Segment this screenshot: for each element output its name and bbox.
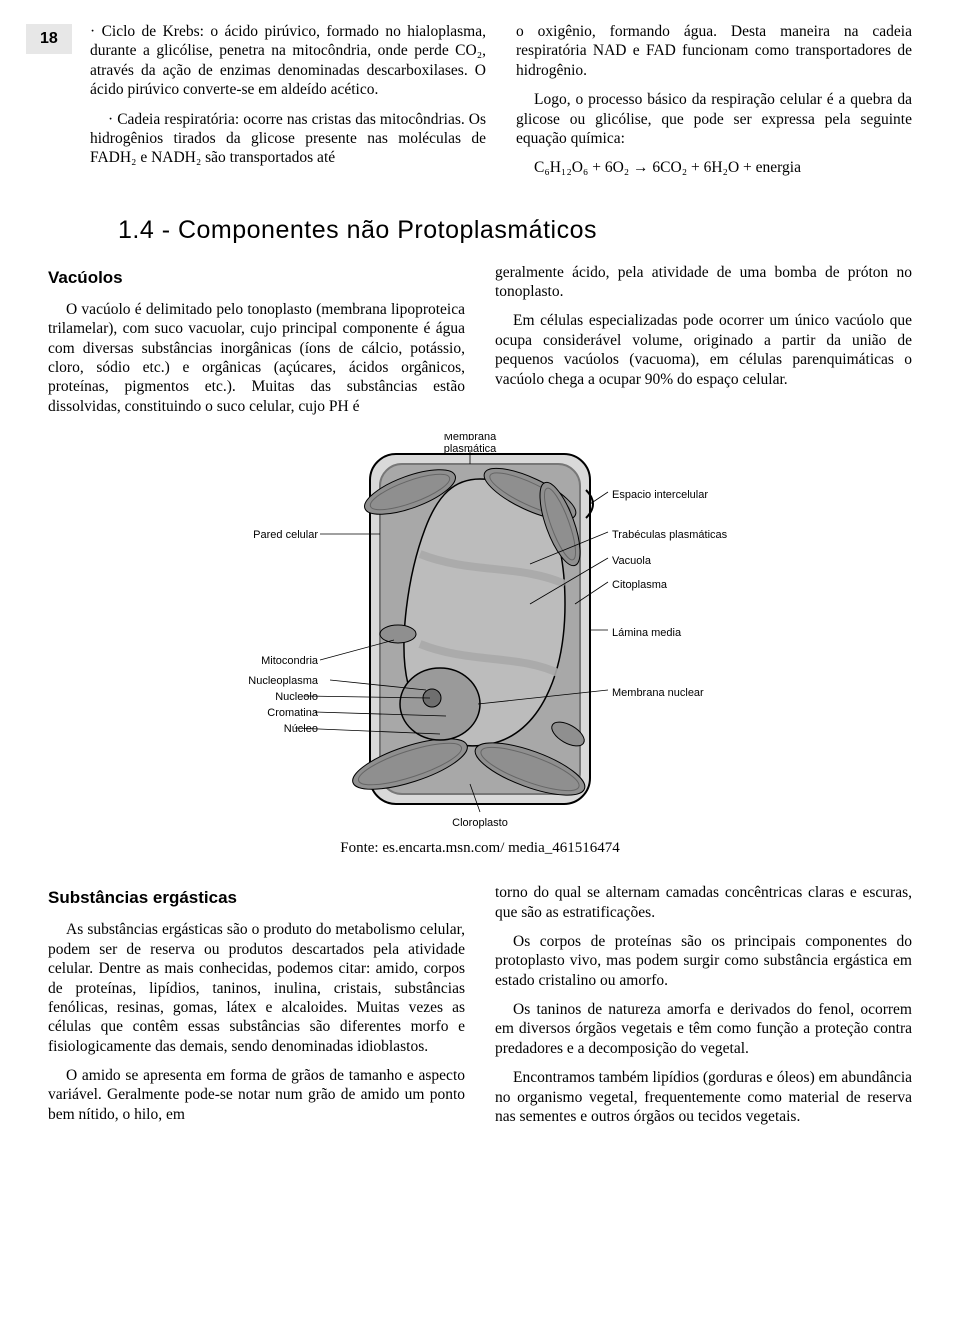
top-right-col: o oxigênio, formando água. Desta maneira… xyxy=(516,22,912,188)
mid-right-col: geralmente ácido, pela atividade de uma … xyxy=(495,263,912,427)
top-right-p2: Logo, o processo básico da respiração ce… xyxy=(516,90,912,148)
bottom-right-p3: Os taninos de natureza amorfa e derivado… xyxy=(495,1000,912,1058)
mid-left-col: Vacúolos O vacúolo é delimitado pelo ton… xyxy=(48,263,465,427)
bottom-right-col: torno do qual se alternam camadas concên… xyxy=(495,883,912,1136)
vacuolos-heading: Vacúolos xyxy=(48,267,465,288)
page: · Ciclo de Krebs: o ácido pirúvico, form… xyxy=(0,0,960,1176)
bottom-right-p1: torno do qual se alternam camadas concên… xyxy=(495,883,912,922)
cell-figure: Membranaplasmática Pared celular Mitocondr… xyxy=(48,434,912,834)
svg-text:Cloroplasto: Cloroplasto xyxy=(452,817,508,829)
svg-text:Pared celular: Pared celular xyxy=(253,529,318,541)
svg-text:Nucleoplasma: Nucleoplasma xyxy=(248,675,319,687)
figure-caption: Fonte: es.encarta.msn.com/ media_4615164… xyxy=(48,840,912,857)
bottom-left-p2: O amido se apresenta em forma de grãos d… xyxy=(48,1066,465,1124)
top-left-col: · Ciclo de Krebs: o ácido pirúvico, form… xyxy=(90,22,486,188)
bottom-right-p2: Os corpos de proteínas são os principais… xyxy=(495,932,912,990)
svg-text:plasmática: plasmática xyxy=(444,443,497,455)
svg-text:Cromatina: Cromatina xyxy=(267,707,319,719)
mid-left-p1: O vacúolo é delimitado pelo tonoplasto (… xyxy=(48,300,465,416)
mid-right-p1: geralmente ácido, pela atividade de uma … xyxy=(495,263,912,302)
top-columns: · Ciclo de Krebs: o ácido pirúvico, form… xyxy=(90,22,912,188)
svg-text:Vacuola: Vacuola xyxy=(612,555,652,567)
section-heading: 1.4 - Componentes não Protoplasmáticos xyxy=(118,216,912,245)
svg-text:Membrana nuclear: Membrana nuclear xyxy=(612,687,704,699)
top-left-p1: · Ciclo de Krebs: o ácido pirúvico, form… xyxy=(90,22,486,100)
mid-columns: Vacúolos O vacúolo é delimitado pelo ton… xyxy=(48,263,912,427)
bottom-left-col: Substâncias ergásticas As substâncias er… xyxy=(48,883,465,1136)
svg-text:Citoplasma: Citoplasma xyxy=(612,579,668,591)
svg-text:Mitocondria: Mitocondria xyxy=(261,655,319,667)
mid-right-p2: Em células especializadas pode ocorrer u… xyxy=(495,311,912,389)
cell-diagram-svg: Membranaplasmática Pared celular Mitocondr… xyxy=(170,434,790,834)
svg-text:Núcleo: Núcleo xyxy=(284,723,318,735)
svg-text:Lámina media: Lámina media xyxy=(612,627,682,639)
bottom-left-p1: As substâncias ergásticas são o produto … xyxy=(48,920,465,1056)
ergasticas-heading: Substâncias ergásticas xyxy=(48,887,465,908)
top-right-formula: C₆H₁₂O₆ + 6O₂ → 6CO₂ + 6H₂O + energia xyxy=(516,158,912,177)
svg-text:Espacio intercelular: Espacio intercelular xyxy=(612,489,708,501)
page-number: 18 xyxy=(26,24,72,54)
top-right-p1: o oxigênio, formando água. Desta maneira… xyxy=(516,22,912,80)
bottom-columns: Substâncias ergásticas As substâncias er… xyxy=(48,883,912,1136)
svg-text:Nucleolo: Nucleolo xyxy=(275,691,318,703)
top-left-p2: · Cadeia respiratória: ocorre nas crista… xyxy=(90,110,486,168)
bottom-right-p4: Encontramos também lipídios (gorduras e … xyxy=(495,1068,912,1126)
svg-text:Membrana: Membrana xyxy=(444,434,497,443)
svg-text:Trabéculas plasmáticas: Trabéculas plasmáticas xyxy=(612,529,728,541)
